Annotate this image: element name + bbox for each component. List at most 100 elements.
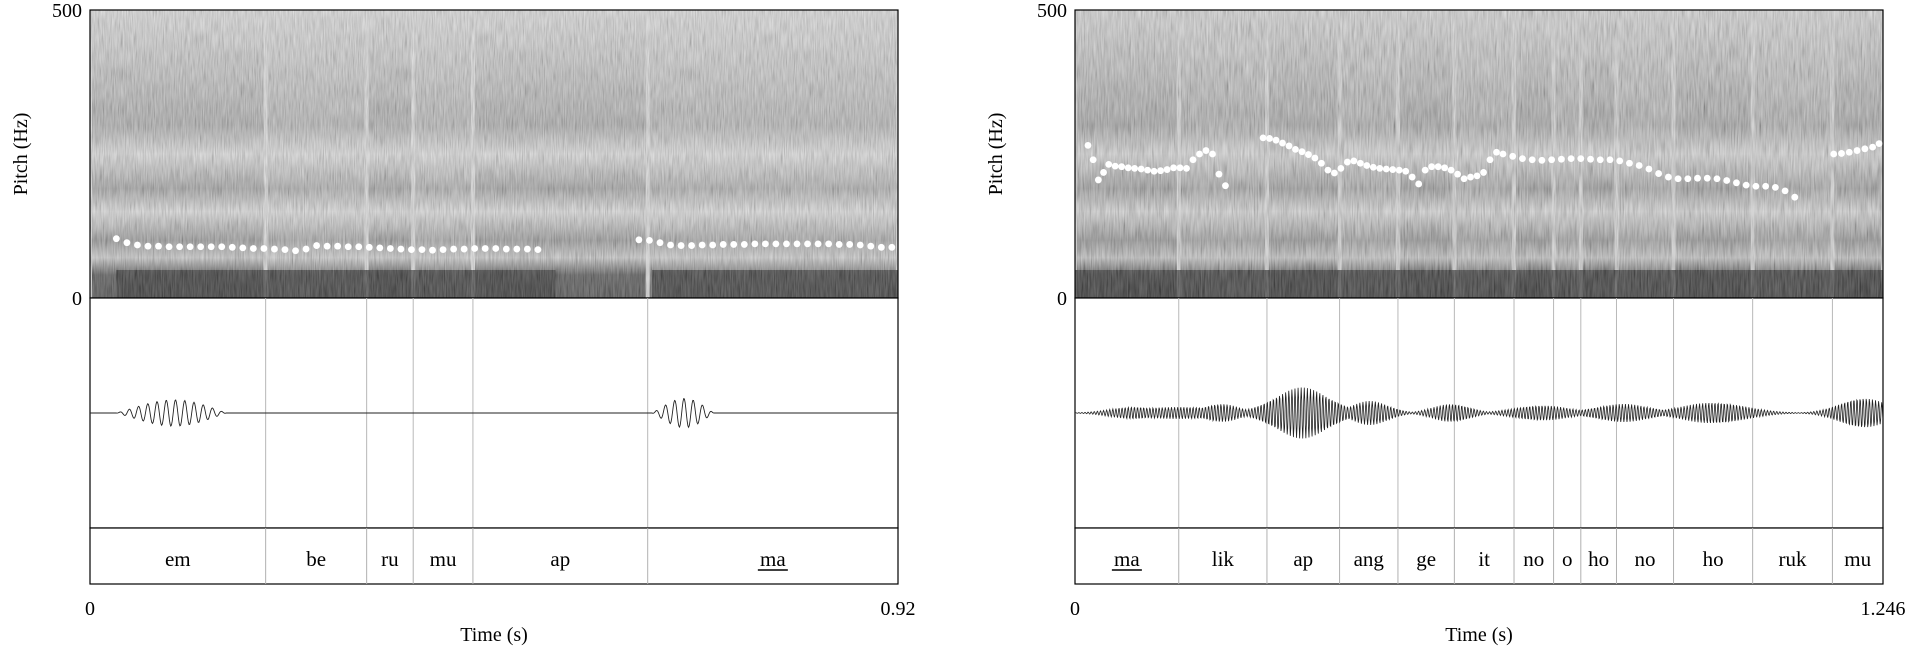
pitch-point <box>207 243 215 251</box>
pitch-point <box>365 243 373 251</box>
pitch-point <box>1509 152 1517 160</box>
pitch-point <box>418 246 426 254</box>
pitch-point <box>1163 166 1171 173</box>
pitch-point <box>1733 179 1740 187</box>
pitch-point <box>492 245 500 252</box>
pitch-point <box>1330 169 1338 177</box>
pitch-point <box>429 246 436 254</box>
pitch-point <box>1493 148 1500 156</box>
right-x-tick-0: 0 <box>1070 598 1080 620</box>
right-y-axis: 500 0 Pitch (Hz) <box>985 0 1067 310</box>
left-pitch-track <box>112 235 896 255</box>
pitch-point <box>751 240 759 248</box>
pitch-point <box>1428 163 1436 171</box>
right-y-tick-500: 500 <box>1037 0 1067 22</box>
pitch-point <box>1577 155 1585 163</box>
pitch-point <box>1752 182 1760 190</box>
pitch-point <box>1111 162 1119 170</box>
pitch-point <box>176 243 183 251</box>
pitch-point <box>825 240 833 248</box>
left-tier: em be ru mu ap ma <box>89 527 899 585</box>
pitch-point <box>344 243 352 251</box>
pitch-point <box>334 242 342 250</box>
pitch-point <box>1285 142 1293 150</box>
syllable-label: ho <box>1588 547 1609 571</box>
pitch-point <box>1473 172 1481 180</box>
right-waveform-pane <box>1074 297 1884 529</box>
pitch-point <box>1742 181 1750 189</box>
pitch-point <box>1222 182 1229 190</box>
right-tier: ma lik ap ang ge it no o ho no ho ruk mu <box>1074 527 1884 585</box>
pitch-point <box>1434 163 1442 171</box>
pitch-point <box>1350 157 1358 165</box>
syllable-label: ruk <box>1779 547 1807 571</box>
left-panel: 500 0 Pitch (Hz) em be ru mu ap ma 0 0.92 Tim… <box>10 0 916 646</box>
pitch-point <box>1703 174 1711 182</box>
pitch-point <box>502 245 510 253</box>
pitch-point <box>1606 156 1614 164</box>
pitch-point <box>1645 165 1653 173</box>
syllable-label: ru <box>381 547 399 571</box>
right-tier-intervals: ma lik ap ang ge it no o ho no ho ruk mu <box>1111 528 1872 584</box>
left-tier-frame <box>89 527 899 585</box>
pitch-point <box>1853 147 1861 154</box>
pitch-point <box>1305 151 1312 158</box>
pitch-point <box>1684 175 1692 183</box>
pitch-point <box>646 237 653 244</box>
pitch-point <box>1454 170 1462 178</box>
pitch-point <box>218 243 226 251</box>
pitch-point <box>1196 150 1203 158</box>
pitch-point <box>1447 166 1455 174</box>
pitch-point <box>1762 182 1770 190</box>
pitch-point <box>814 240 822 248</box>
pitch-point <box>761 240 769 248</box>
right-spectrogram <box>1074 9 1884 299</box>
pitch-point <box>439 246 447 254</box>
pitch-point <box>481 245 489 252</box>
pitch-point <box>783 240 790 248</box>
pitch-point <box>1279 139 1286 147</box>
pitch-point <box>1089 156 1097 164</box>
pitch-point <box>1587 155 1594 163</box>
pitch-point <box>1830 150 1838 158</box>
pitch-point <box>1421 166 1429 174</box>
left-y-tick-0: 0 <box>72 288 82 310</box>
right-x-axis-title: Time (s) <box>1445 624 1513 646</box>
pitch-point <box>260 245 268 252</box>
pitch-point <box>656 239 664 247</box>
pitch-point <box>1298 148 1306 156</box>
pitch-point <box>719 241 727 248</box>
pitch-point <box>1548 156 1556 164</box>
pitch-point <box>867 242 875 250</box>
pitch-point <box>1408 173 1416 181</box>
pitch-point <box>355 243 363 251</box>
pitch-point <box>1170 164 1177 172</box>
pitch-point <box>1402 167 1410 175</box>
pitch-point <box>1363 162 1371 169</box>
right-x-tick-end: 1.246 <box>1861 598 1906 620</box>
pitch-point <box>1861 145 1869 153</box>
pitch-point <box>1664 173 1672 181</box>
pitch-point <box>1356 159 1364 167</box>
pitch-point <box>1626 159 1633 167</box>
pitch-point <box>1480 169 1487 176</box>
pitch-point <box>1343 158 1351 166</box>
left-y-axis-title: Pitch (Hz) <box>10 113 32 196</box>
syllable-label: ang <box>1354 547 1385 571</box>
syllable-label: ge <box>1416 547 1436 571</box>
pitch-point <box>1389 166 1397 173</box>
pitch-point <box>228 243 236 251</box>
pitch-point <box>709 241 717 249</box>
pitch-point <box>667 241 674 249</box>
left-spectrogram-grain <box>90 10 898 298</box>
pitch-point <box>1838 150 1845 157</box>
pitch-point <box>471 245 479 252</box>
pitch-point <box>1538 156 1546 164</box>
pitch-point <box>1272 136 1280 144</box>
pitch-point <box>134 241 141 249</box>
right-tier-frame <box>1074 527 1884 585</box>
pitch-point <box>1486 156 1494 164</box>
pitch-point <box>635 236 643 244</box>
pitch-point <box>112 235 120 243</box>
